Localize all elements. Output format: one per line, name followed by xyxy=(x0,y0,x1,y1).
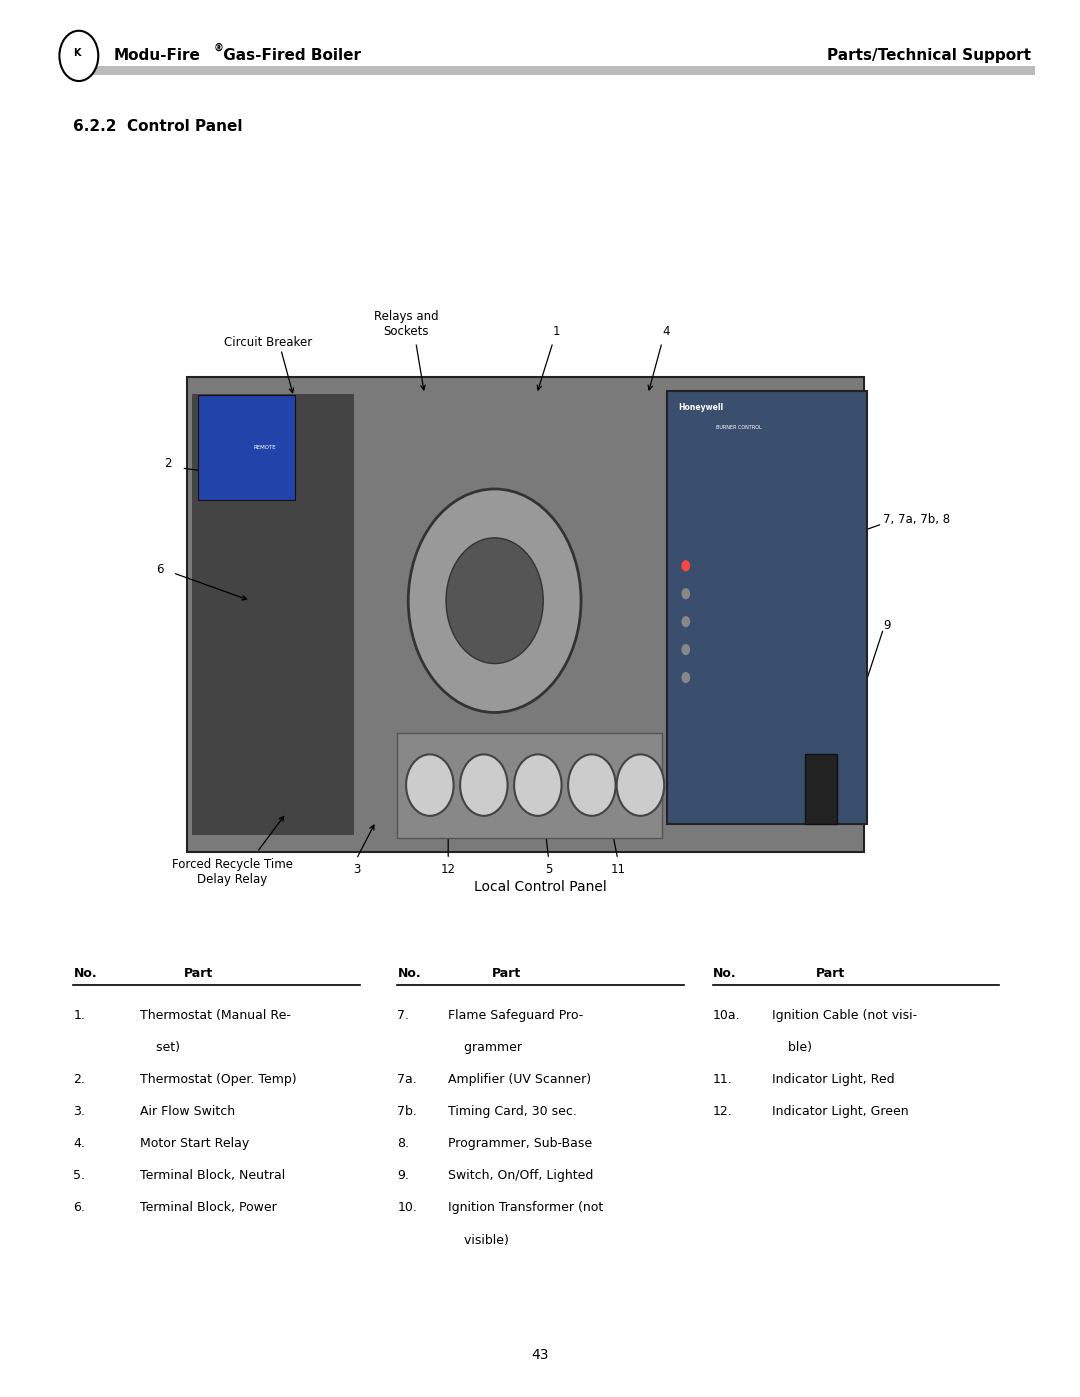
Circle shape xyxy=(406,754,454,816)
Text: Part: Part xyxy=(184,967,213,979)
Text: 6.: 6. xyxy=(73,1201,85,1214)
Text: Switch, On/Off, Lighted: Switch, On/Off, Lighted xyxy=(448,1169,594,1182)
Text: 9: 9 xyxy=(883,619,891,633)
Text: 2: 2 xyxy=(164,457,171,471)
Text: Flame Safeguard Pro-: Flame Safeguard Pro- xyxy=(448,1009,583,1021)
Text: Parts/Technical Support: Parts/Technical Support xyxy=(827,49,1031,63)
Circle shape xyxy=(681,560,690,571)
Text: No.: No. xyxy=(397,967,421,979)
Circle shape xyxy=(681,588,690,599)
Text: 4.: 4. xyxy=(73,1137,85,1150)
Bar xyxy=(192,394,354,835)
Text: Circuit Breaker: Circuit Breaker xyxy=(224,337,312,349)
Text: visible): visible) xyxy=(448,1234,509,1246)
Text: grammer: grammer xyxy=(448,1041,523,1053)
Circle shape xyxy=(514,754,562,816)
Circle shape xyxy=(446,538,543,664)
Text: Timing Card, 30 sec.: Timing Card, 30 sec. xyxy=(448,1105,577,1118)
Bar xyxy=(397,733,662,838)
Bar xyxy=(805,754,837,824)
Text: 8.: 8. xyxy=(397,1137,409,1150)
Text: Indicator Light, Green: Indicator Light, Green xyxy=(772,1105,909,1118)
Text: 9.: 9. xyxy=(397,1169,409,1182)
Text: 12.: 12. xyxy=(713,1105,732,1118)
Text: Part: Part xyxy=(815,967,845,979)
Text: Terminal Block, Power: Terminal Block, Power xyxy=(140,1201,278,1214)
Text: ®: ® xyxy=(214,42,224,53)
Text: Forced Recycle Time
Delay Relay: Forced Recycle Time Delay Relay xyxy=(172,858,293,886)
Text: Amplifier (UV Scanner): Amplifier (UV Scanner) xyxy=(448,1073,592,1085)
Bar xyxy=(667,391,867,824)
Text: 7, 7a, 7b, 8: 7, 7a, 7b, 8 xyxy=(883,513,950,527)
Circle shape xyxy=(617,754,664,816)
Text: 1.: 1. xyxy=(73,1009,85,1021)
Circle shape xyxy=(681,672,690,683)
Text: 7.: 7. xyxy=(397,1009,409,1021)
Text: 3: 3 xyxy=(353,863,360,876)
Text: Thermostat (Manual Re-: Thermostat (Manual Re- xyxy=(140,1009,292,1021)
Circle shape xyxy=(59,31,98,81)
Text: 11: 11 xyxy=(610,863,625,876)
Text: Ignition Cable (not visi-: Ignition Cable (not visi- xyxy=(772,1009,917,1021)
Circle shape xyxy=(681,616,690,627)
Text: ble): ble) xyxy=(772,1041,812,1053)
Bar xyxy=(198,395,295,500)
Circle shape xyxy=(568,754,616,816)
Text: 1: 1 xyxy=(553,326,559,338)
Text: Terminal Block, Neutral: Terminal Block, Neutral xyxy=(140,1169,285,1182)
Text: No.: No. xyxy=(73,967,97,979)
Text: Air Flow Switch: Air Flow Switch xyxy=(140,1105,235,1118)
Text: 4: 4 xyxy=(663,326,670,338)
Text: set): set) xyxy=(140,1041,180,1053)
Text: REMOTE: REMOTE xyxy=(254,444,275,450)
Text: Gas-Fired Boiler: Gas-Fired Boiler xyxy=(218,49,361,63)
Text: Thermostat (Oper. Temp): Thermostat (Oper. Temp) xyxy=(140,1073,297,1085)
Circle shape xyxy=(681,644,690,655)
Text: Relays and
Sockets: Relays and Sockets xyxy=(374,310,438,338)
Text: K: K xyxy=(73,47,80,59)
Bar xyxy=(70,66,1035,75)
Text: Indicator Light, Red: Indicator Light, Red xyxy=(772,1073,895,1085)
Text: Motor Start Relay: Motor Start Relay xyxy=(140,1137,249,1150)
Bar xyxy=(187,377,864,852)
Text: Ignition Transformer (not: Ignition Transformer (not xyxy=(448,1201,604,1214)
Text: 11.: 11. xyxy=(713,1073,732,1085)
Text: 3.: 3. xyxy=(73,1105,85,1118)
Text: 5: 5 xyxy=(545,863,552,876)
Text: 7a.: 7a. xyxy=(397,1073,417,1085)
Circle shape xyxy=(408,489,581,712)
Text: 2.: 2. xyxy=(73,1073,85,1085)
Text: Programmer, Sub-Base: Programmer, Sub-Base xyxy=(448,1137,592,1150)
Text: 10a.: 10a. xyxy=(713,1009,741,1021)
Text: 6.2.2  Control Panel: 6.2.2 Control Panel xyxy=(73,119,243,134)
Circle shape xyxy=(460,754,508,816)
Text: Part: Part xyxy=(491,967,521,979)
Text: 6: 6 xyxy=(157,563,163,577)
Text: 12: 12 xyxy=(441,863,456,876)
Text: 43: 43 xyxy=(531,1348,549,1362)
Text: BURNER CONTROL: BURNER CONTROL xyxy=(716,425,761,430)
Text: Modu-Fire: Modu-Fire xyxy=(113,49,200,63)
Text: Local Control Panel: Local Control Panel xyxy=(474,880,606,894)
Text: 5.: 5. xyxy=(73,1169,85,1182)
Text: Honeywell: Honeywell xyxy=(678,404,724,412)
Text: 7b.: 7b. xyxy=(397,1105,417,1118)
Text: No.: No. xyxy=(713,967,737,979)
Text: 10.: 10. xyxy=(397,1201,417,1214)
